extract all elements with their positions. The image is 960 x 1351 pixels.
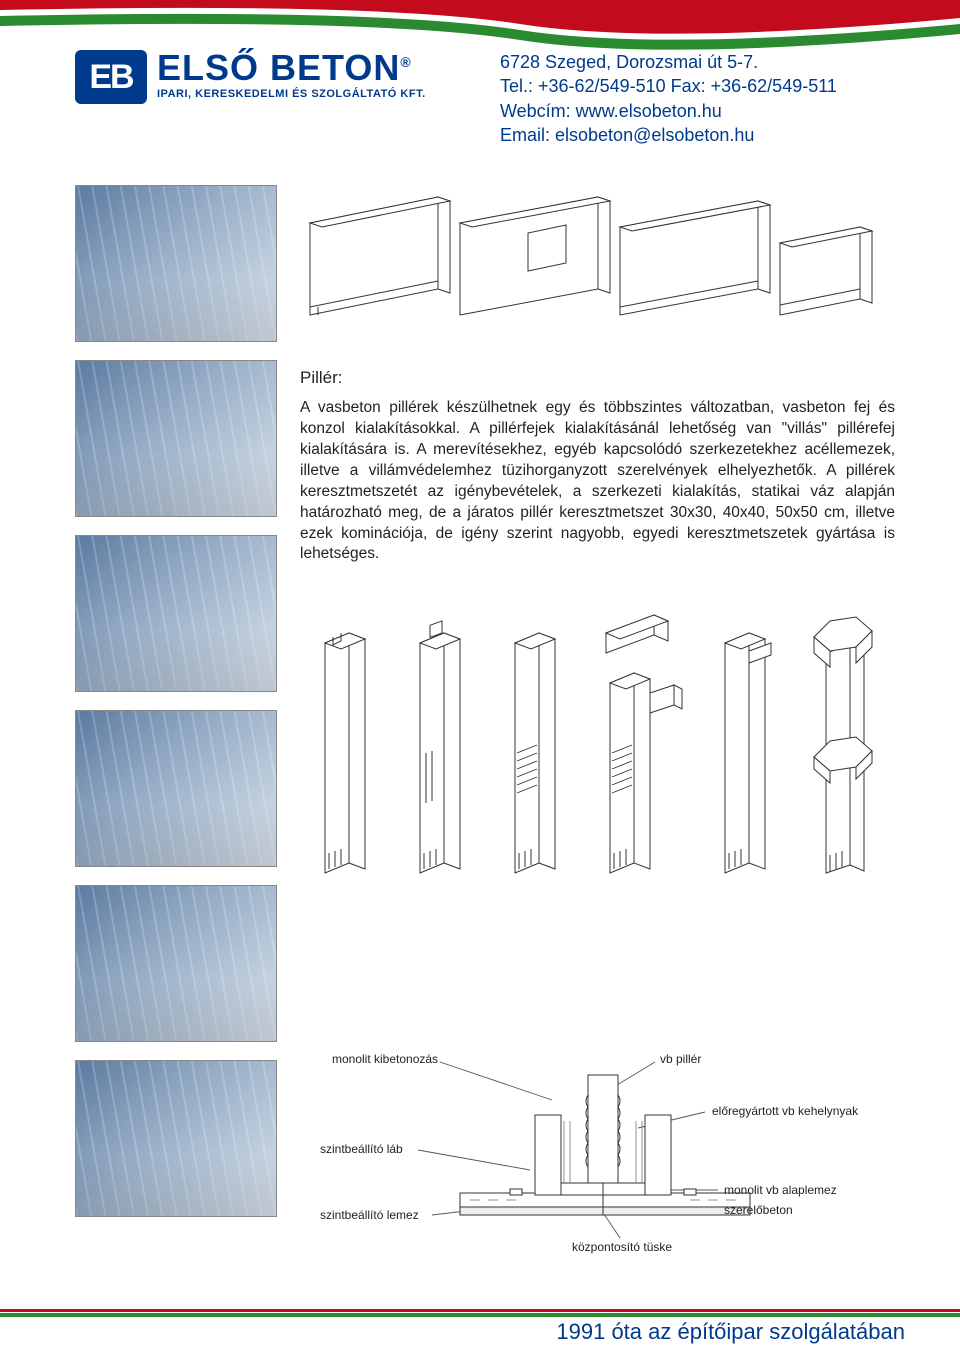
label-vb-piller: vb pillér: [660, 1052, 701, 1066]
photo-3: [75, 535, 277, 692]
photo-1: [75, 185, 277, 342]
content-column: Pillér: A vasbeton pillérek készülhetnek…: [300, 185, 895, 893]
label-szintbeallito-lemez: szintbeállító lemez: [320, 1208, 419, 1222]
section-title: Pillér:: [300, 368, 895, 388]
header-band: EB ELSŐ BETON® IPARI, KERESKEDELMI ÉS SZ…: [0, 0, 960, 140]
pillar-diagram: [300, 593, 895, 893]
contact-phone-fax: Tel.: +36-62/549-510 Fax: +36-62/549-511: [500, 74, 837, 98]
section-body: A vasbeton pillérek készülhetnek egy és …: [300, 398, 895, 565]
label-szerelobeton: szerelőbeton: [724, 1203, 793, 1217]
contact-address: 6728 Szeged, Dorozsmai út 5-7.: [500, 50, 837, 74]
label-monolit-kibetonozas: monolit kibetonozás: [332, 1052, 438, 1066]
contact-web: Webcím: www.elsobeton.hu: [500, 99, 837, 123]
label-szintbeallito-lab: szintbeállító láb: [320, 1142, 403, 1156]
foundation-detail: monolit kibetonozás vb pillér előregyárt…: [300, 1040, 895, 1260]
footer-slogan: 1991 óta az építőipar szolgálatában: [556, 1319, 905, 1345]
panel-diagram: [300, 185, 895, 340]
photo-6: [75, 1060, 277, 1217]
foundation-svg: [440, 1065, 770, 1245]
photo-column: [75, 185, 275, 1217]
contact-email: Email: elsobeton@elsobeton.hu: [500, 123, 837, 147]
logo-title: ELSŐ BETON®: [157, 50, 426, 86]
photo-4: [75, 710, 277, 867]
photo-2: [75, 360, 277, 517]
logo-subtitle: IPARI, KERESKEDELMI ÉS SZOLGÁLTATÓ KFT.: [157, 88, 426, 100]
logo-block: EB ELSŐ BETON® IPARI, KERESKEDELMI ÉS SZ…: [75, 50, 426, 104]
footer-band: [0, 1309, 960, 1319]
label-kozpontosito-tuske: központosító tüske: [572, 1240, 672, 1254]
photo-5: [75, 885, 277, 1042]
contact-block: 6728 Szeged, Dorozsmai út 5-7. Tel.: +36…: [500, 50, 837, 147]
label-eloregyartott: előregyártott vb kehelynyak: [712, 1104, 858, 1118]
logo-mark: EB: [75, 50, 147, 104]
label-monolit-alaplemez: monolit vb alaplemez: [724, 1183, 837, 1197]
